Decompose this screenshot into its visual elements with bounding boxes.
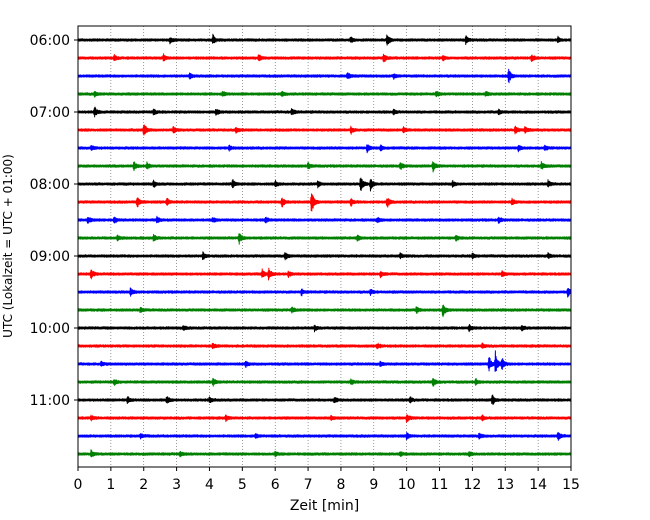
x-tick-label: 11 <box>431 477 449 493</box>
x-tick-label: 10 <box>398 477 416 493</box>
trace-line-0600 <box>77 33 572 46</box>
y-tick-label: 06:00 <box>30 33 70 49</box>
x-tick-label: 6 <box>271 477 280 493</box>
y-tick-label: 07:00 <box>30 105 70 121</box>
trace-line-0845 <box>77 233 572 245</box>
x-tick-label: 0 <box>74 477 83 493</box>
y-tick-label: 09:00 <box>30 249 70 265</box>
plot-frame <box>77 25 572 468</box>
trace-line-1030 <box>77 350 572 372</box>
trace-line-0800 <box>77 177 572 192</box>
x-tick-label: 4 <box>205 477 214 493</box>
x-tick-label: 14 <box>529 477 547 493</box>
trace-line-1100 <box>77 394 572 406</box>
trace-line-0830 <box>77 215 572 225</box>
x-tick-label: 15 <box>562 477 580 493</box>
trace-line-1115 <box>77 414 572 423</box>
x-tick-label: 3 <box>172 477 181 493</box>
trace-line-1015 <box>77 342 572 350</box>
y-axis-ticks: 06:00 07:00 08:00 09:00 10:00 11:00 <box>30 33 78 409</box>
trace-line-0645 <box>77 90 572 98</box>
y-tick-label: 10:00 <box>30 321 70 337</box>
y-tick-label: 08:00 <box>30 177 70 193</box>
x-tick-label: 9 <box>369 477 378 493</box>
trace-line-1000 <box>77 323 572 333</box>
y-tick-label: 11:00 <box>30 393 70 409</box>
trace-line-0745 <box>77 161 572 173</box>
y-axis-label: UTC (Lokalzeit = UTC + 01:00) <box>1 154 15 338</box>
trace-line-1045 <box>77 377 572 387</box>
x-tick-label: 1 <box>106 477 115 493</box>
x-tick-label: 7 <box>304 477 313 493</box>
seismogram-traces <box>77 33 572 458</box>
x-tick-label: 5 <box>238 477 247 493</box>
trace-line-0945 <box>77 304 572 318</box>
trace-line-0930 <box>77 287 572 298</box>
x-tick-label: 13 <box>496 477 514 493</box>
trace-line-1130 <box>77 431 572 441</box>
x-axis-ticks: 0 1 2 3 4 5 6 7 8 9 10 11 12 13 14 15 <box>74 467 580 493</box>
trace-line-0815 <box>77 193 572 212</box>
x-tick-label: 2 <box>139 477 148 493</box>
trace-line-0715 <box>77 124 572 136</box>
trace-line-0630 <box>77 68 572 84</box>
trace-line-0915 <box>77 267 572 281</box>
trace-line-0730 <box>77 144 572 154</box>
x-tick-label: 12 <box>463 477 481 493</box>
trace-line-0700 <box>77 106 572 118</box>
trace-line-0615 <box>77 53 572 63</box>
x-axis-label: Zeit [min] <box>290 498 359 514</box>
trace-line-0900 <box>77 251 572 261</box>
trace-line-1145 <box>77 449 572 458</box>
x-tick-label: 8 <box>336 477 345 493</box>
